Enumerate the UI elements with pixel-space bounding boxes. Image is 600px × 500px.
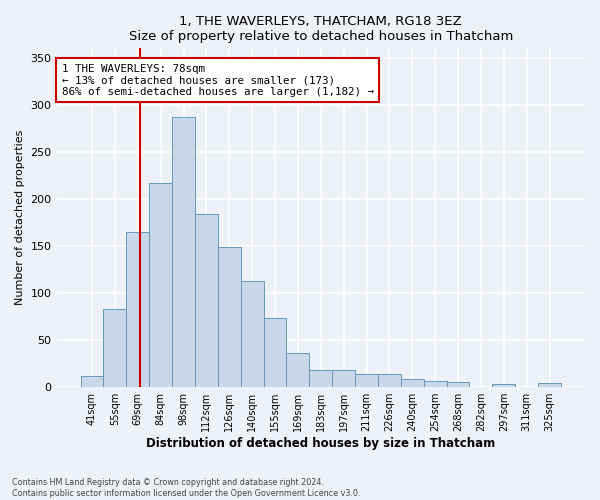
Bar [195,214,218,387]
Bar [424,380,446,387]
Bar [355,374,378,387]
Y-axis label: Number of detached properties: Number of detached properties [15,130,25,306]
Bar [172,117,195,387]
Bar [263,318,286,387]
Bar [493,384,515,387]
Bar [218,247,241,387]
Bar [149,183,172,387]
Bar [103,309,127,387]
Title: 1, THE WAVERLEYS, THATCHAM, RG18 3EZ
Size of property relative to detached house: 1, THE WAVERLEYS, THATCHAM, RG18 3EZ Siz… [128,15,513,43]
Bar [80,376,103,387]
Text: Contains HM Land Registry data © Crown copyright and database right 2024.
Contai: Contains HM Land Registry data © Crown c… [12,478,361,498]
Bar [241,281,263,387]
Bar [538,382,561,387]
Bar [310,370,332,387]
Bar [286,354,310,387]
Bar [378,374,401,387]
Bar [446,382,469,387]
X-axis label: Distribution of detached houses by size in Thatcham: Distribution of detached houses by size … [146,437,496,450]
Bar [332,370,355,387]
Text: 1 THE WAVERLEYS: 78sqm
← 13% of detached houses are smaller (173)
86% of semi-de: 1 THE WAVERLEYS: 78sqm ← 13% of detached… [62,64,374,97]
Bar [127,232,149,387]
Bar [401,378,424,387]
